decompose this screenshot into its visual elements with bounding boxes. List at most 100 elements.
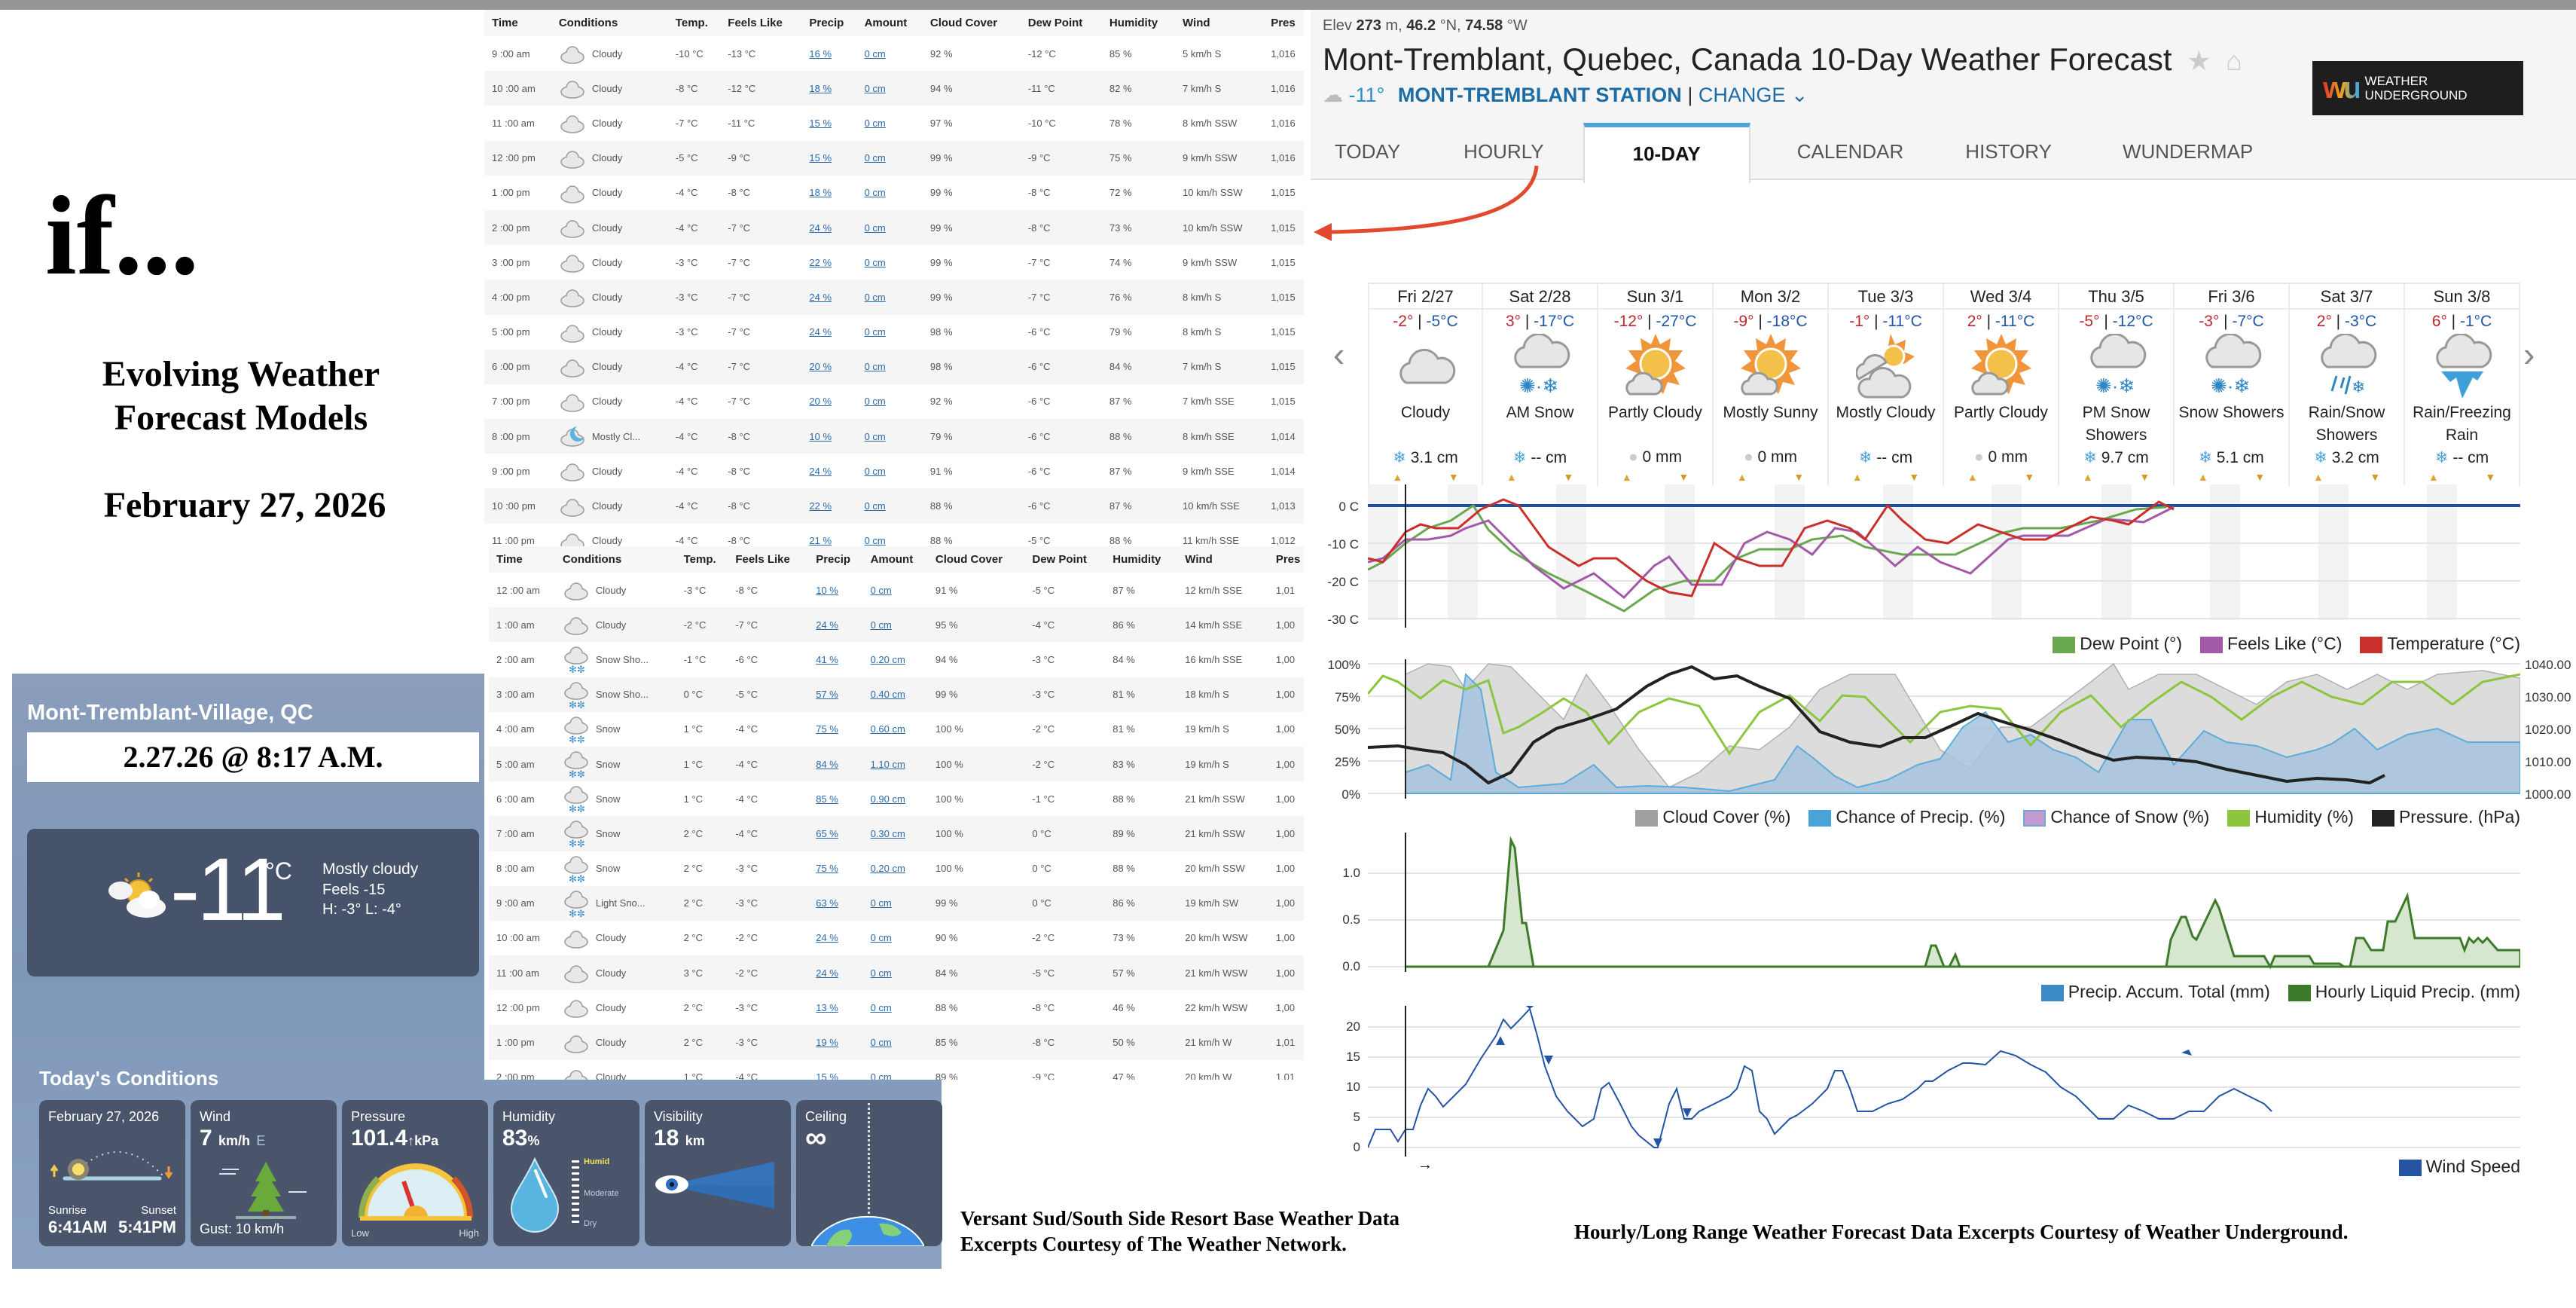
amount-link[interactable]: 1.10 cm	[870, 758, 905, 770]
legend-temperature[interactable]: Temperature (°C)	[2360, 634, 2520, 654]
tab-calendar[interactable]: CALENDAR	[1796, 140, 1904, 163]
chevron-down-icon[interactable]: ⌄	[1790, 84, 1808, 106]
amount-link[interactable]: 0 cm	[864, 465, 886, 477]
legend-feels-like[interactable]: Feels Like (°C)	[2200, 634, 2342, 654]
table-row[interactable]: 2 :00 am ✻✼ Snow Sho... -1 °C -6 °C 41 % …	[489, 642, 1304, 677]
day-card[interactable]: Fri 3/6 -3° | -7°C ✺·❄ Snow Showers ❄ 5.…	[2175, 284, 2290, 486]
day-card[interactable]: Sun 3/8 6° | -1°C Rain/Freezing Rain ❄ -…	[2405, 284, 2520, 486]
precip-link[interactable]: 24 %	[809, 465, 832, 477]
legend-chance-snow[interactable]: Chance of Snow (%)	[2023, 807, 2209, 827]
day-card[interactable]: Thu 3/5 -5° | -12°C ✺·❄ PM Snow Showers …	[2059, 284, 2175, 486]
table-row[interactable]: 8 :00 pm Mostly Cl... -4 °C -8 °C 10 % 0…	[484, 419, 1304, 454]
tab-today[interactable]: TODAY	[1335, 140, 1401, 163]
legend-hourly-liquid[interactable]: Hourly Liquid Precip. (mm)	[2288, 982, 2520, 1002]
legend-cloud-cover[interactable]: Cloud Cover (%)	[1635, 807, 1790, 827]
amount-link[interactable]: 0 cm	[870, 897, 892, 909]
next-arrow-icon[interactable]: ›	[2523, 335, 2535, 374]
precip-link[interactable]: 18 %	[809, 187, 832, 199]
tab-wundermap[interactable]: WUNDERMAP	[2122, 140, 2254, 163]
legend-humidity[interactable]: Humidity (%)	[2227, 807, 2354, 827]
table-row[interactable]: 4 :00 pm Cloudy -3 °C -7 °C 24 % 0 cm 99…	[484, 280, 1304, 315]
table-row[interactable]: 7 :00 am ✻✼ Snow 2 °C -4 °C 65 % 0.30 cm …	[489, 816, 1304, 851]
table-row[interactable]: 9 :00 am ✻✼ Light Sno... 2 °C -3 °C 63 % …	[489, 885, 1304, 921]
amount-link[interactable]: 0 cm	[864, 291, 886, 303]
day-card[interactable]: Mon 3/2 -9° | -18°C Mostly Sunny ● 0 mm …	[1714, 284, 1829, 486]
precip-link[interactable]: 15 %	[809, 117, 832, 129]
change-station-button[interactable]: CHANGE	[1698, 84, 1786, 106]
table-row[interactable]: 6 :00 pm Cloudy -4 °C -7 °C 20 % 0 cm 98…	[484, 349, 1304, 384]
precip-link[interactable]: 85 %	[816, 793, 838, 805]
table-row[interactable]: 1 :00 pm Cloudy 2 °C -3 °C 19 % 0 cm 85 …	[489, 1025, 1304, 1060]
legend-dew-point[interactable]: Dew Point (°)	[2053, 634, 2182, 654]
amount-link[interactable]: 0 cm	[864, 47, 886, 60]
amount-link[interactable]: 0 cm	[864, 500, 886, 512]
legend-pressure[interactable]: Pressure. (hPa)	[2371, 807, 2520, 827]
precip-link[interactable]: 19 %	[816, 1037, 838, 1049]
precip-link[interactable]: 20 %	[809, 361, 832, 373]
table-row[interactable]: 2 :00 pm Cloudy 1 °C -4 °C 15 % 0 cm 89 …	[489, 1060, 1304, 1080]
amount-link[interactable]: 0.40 cm	[870, 689, 905, 701]
precip-link[interactable]: 41 %	[816, 653, 838, 665]
table-row[interactable]: 9 :00 pm Cloudy -4 °C -8 °C 24 % 0 cm 91…	[484, 454, 1304, 488]
precip-link[interactable]: 75 %	[816, 863, 838, 875]
precip-link[interactable]: 16 %	[809, 47, 832, 60]
precip-link[interactable]: 63 %	[816, 897, 838, 909]
precip-link[interactable]: 84 %	[816, 758, 838, 770]
table-row[interactable]: 4 :00 am ✻✼ Snow 1 °C -4 °C 75 % 0.60 cm …	[489, 712, 1304, 747]
table-row[interactable]: 9 :00 am Cloudy -10 °C -13 °C 16 % 0 cm …	[484, 36, 1304, 71]
precip-link[interactable]: 21 %	[809, 535, 832, 547]
amount-link[interactable]: 0.30 cm	[870, 827, 905, 839]
day-card[interactable]: Tue 3/3 -1° | -11°C Mostly Cloudy ❄ -- c…	[1829, 284, 1944, 486]
day-card[interactable]: Sun 3/1 -12° | -27°C Partly Cloudy ● 0 m…	[1598, 284, 1714, 486]
legend-chance-precip[interactable]: Chance of Precip. (%)	[1808, 807, 2005, 827]
star-icon[interactable]: ★	[2187, 45, 2211, 76]
amount-link[interactable]: 0 cm	[864, 535, 886, 547]
amount-link[interactable]: 0 cm	[870, 584, 892, 596]
precip-link[interactable]: 57 %	[816, 689, 838, 701]
precip-link[interactable]: 15 %	[816, 1071, 838, 1080]
table-row[interactable]: 3 :00 am ✻✼ Snow Sho... 0 °C -5 °C 57 % 0…	[489, 677, 1304, 712]
amount-link[interactable]: 0 cm	[864, 82, 886, 94]
station-name-link[interactable]: MONT-TREMBLANT STATION	[1397, 84, 1682, 106]
amount-link[interactable]: 0 cm	[864, 256, 886, 268]
precip-link[interactable]: 18 %	[809, 82, 832, 94]
precip-link[interactable]: 13 %	[816, 1001, 838, 1013]
amount-link[interactable]: 0 cm	[870, 967, 892, 979]
amount-link[interactable]: 0 cm	[870, 1037, 892, 1049]
home-icon[interactable]: ⌂	[2226, 45, 2242, 76]
table-row[interactable]: 5 :00 pm Cloudy -3 °C -7 °C 24 % 0 cm 98…	[484, 315, 1304, 350]
day-card[interactable]: Fri 2/27 -2° | -5°C Cloudy ❄ 3.1 cm ▲ ▼	[1368, 284, 1483, 486]
precip-link[interactable]: 10 %	[816, 584, 838, 596]
tab-history[interactable]: HISTORY	[1965, 140, 2052, 163]
table-row[interactable]: 1 :00 am Cloudy -2 °C -7 °C 24 % 0 cm 95…	[489, 607, 1304, 643]
amount-link[interactable]: 0.60 cm	[870, 723, 905, 735]
precip-link[interactable]: 15 %	[809, 152, 832, 164]
legend-precip-accum[interactable]: Precip. Accum. Total (mm)	[2040, 982, 2270, 1002]
table-row[interactable]: 10 :00 am Cloudy 2 °C -2 °C 24 % 0 cm 90…	[489, 921, 1304, 955]
prev-arrow-icon[interactable]: ‹	[1333, 335, 1345, 374]
table-row[interactable]: 11 :00 am Cloudy -7 °C -11 °C 15 % 0 cm …	[484, 105, 1304, 140]
table-row[interactable]: 12 :00 pm Cloudy -5 °C -9 °C 15 % 0 cm 9…	[484, 140, 1304, 176]
precip-link[interactable]: 75 %	[816, 723, 838, 735]
tab-10-day[interactable]: 10-DAY	[1583, 123, 1750, 183]
table-row[interactable]: 12 :00 am Cloudy -3 °C -8 °C 10 % 0 cm 9…	[489, 573, 1304, 607]
table-row[interactable]: 1 :00 pm Cloudy -4 °C -8 °C 18 % 0 cm 99…	[484, 176, 1304, 210]
precip-link[interactable]: 24 %	[809, 291, 832, 303]
amount-link[interactable]: 0.90 cm	[870, 793, 905, 805]
amount-link[interactable]: 0 cm	[864, 396, 886, 408]
amount-link[interactable]: 0.20 cm	[870, 863, 905, 875]
amount-link[interactable]: 0 cm	[864, 326, 886, 338]
precip-link[interactable]: 20 %	[809, 396, 832, 408]
day-card[interactable]: Wed 3/4 2° | -11°C Partly Cloudy ● 0 mm …	[1944, 284, 2059, 486]
amount-link[interactable]: 0 cm	[864, 430, 886, 442]
tab-hourly[interactable]: HOURLY	[1463, 140, 1544, 163]
amount-link[interactable]: 0 cm	[864, 187, 886, 199]
amount-link[interactable]: 0 cm	[870, 1001, 892, 1013]
table-row[interactable]: 8 :00 am ✻✼ Snow 2 °C -3 °C 75 % 0.20 cm …	[489, 851, 1304, 886]
amount-link[interactable]: 0.20 cm	[870, 653, 905, 665]
amount-link[interactable]: 0 cm	[870, 619, 892, 631]
amount-link[interactable]: 0 cm	[864, 222, 886, 234]
precip-link[interactable]: 24 %	[816, 619, 838, 631]
amount-link[interactable]: 0 cm	[870, 932, 892, 944]
table-row[interactable]: 10 :00 pm Cloudy -4 °C -8 °C 22 % 0 cm 8…	[484, 488, 1304, 524]
